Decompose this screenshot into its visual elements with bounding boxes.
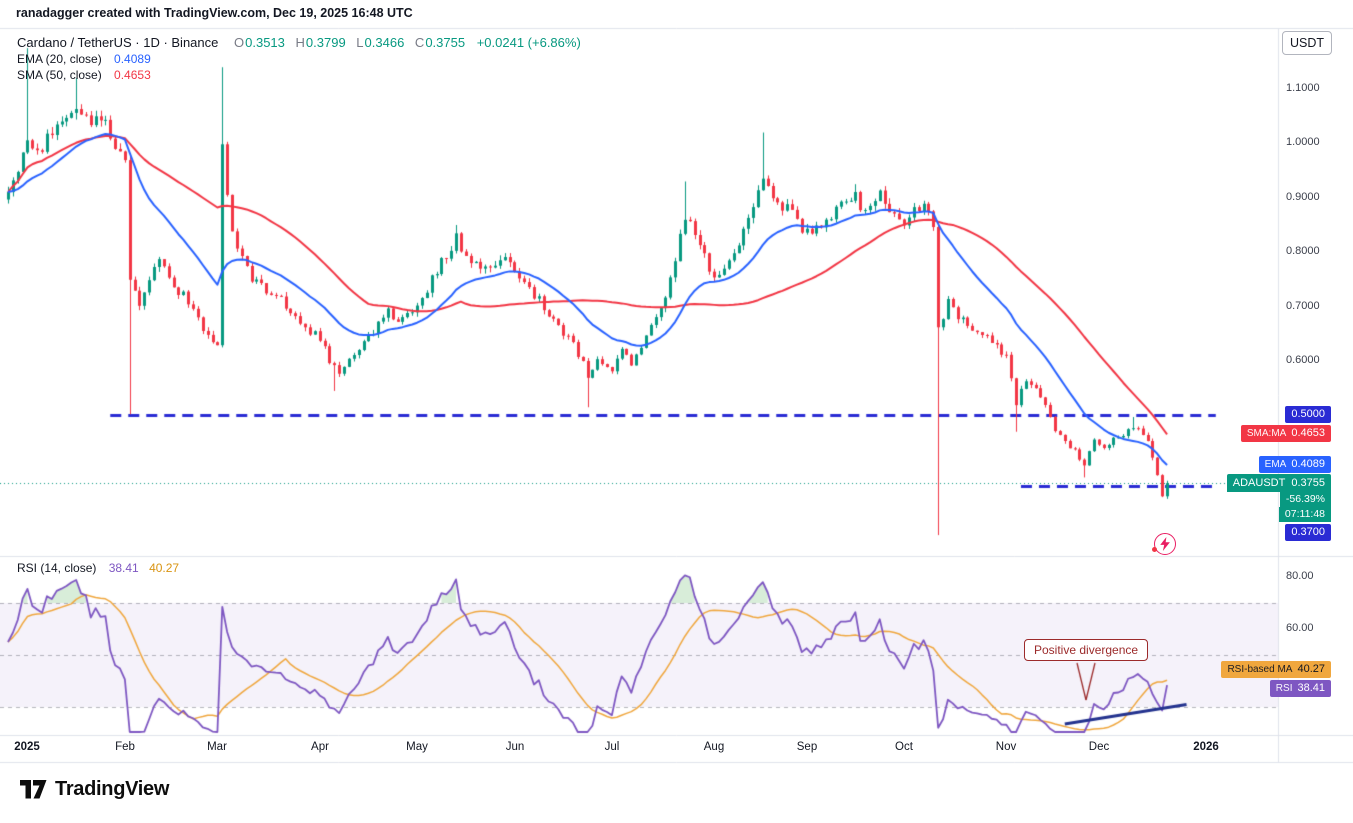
rsi-ma-legend-value: 40.27 xyxy=(149,561,180,575)
level-price-tag-0-5-value: 0.5000 xyxy=(1291,408,1325,420)
sma-price-tag-name: SMA:MA xyxy=(1246,428,1287,439)
rsi-ma-tag-name: RSI-based MA xyxy=(1227,664,1293,675)
rsi-tag-name: RSI xyxy=(1275,683,1293,694)
rsi-legend-row[interactable]: RSI (14, close) 38.41 40.27 xyxy=(17,561,179,575)
quick-alert-lightning-icon[interactable] xyxy=(1152,533,1176,555)
level-price-tag-0-37: 0.3700 xyxy=(1285,524,1331,541)
ohlc-close-value: 0.3755 xyxy=(425,35,466,50)
positive-divergence-callout[interactable]: Positive divergence xyxy=(1024,639,1149,661)
ohlc-close-label: C xyxy=(414,35,425,50)
ema-legend-row[interactable]: EMA (20, close) 0.4089 xyxy=(17,52,151,66)
ohlc-high-label: H xyxy=(295,35,305,50)
rsi-legend-label[interactable]: RSI (14, close) xyxy=(17,561,97,575)
time-tick-sep: Sep xyxy=(796,741,818,753)
symbol-title[interactable]: Cardano / TetherUS · 1D · Binance xyxy=(17,35,219,50)
sma-legend-label[interactable]: SMA (50, close) xyxy=(17,68,102,82)
ohlc-open-label: O xyxy=(234,35,245,50)
ema-legend-label[interactable]: EMA (20, close) xyxy=(17,52,102,66)
level-price-tag-0-37-value: 0.3700 xyxy=(1291,526,1325,538)
price-tick: 1.1000 xyxy=(1286,82,1320,94)
time-tick-jun: Jun xyxy=(505,741,525,753)
ohlc-open-value: 0.3513 xyxy=(245,35,285,50)
rsi-tick: 80.00 xyxy=(1286,570,1314,582)
rsi-legend-value: 38.41 xyxy=(108,561,139,575)
ohlc-low-value: 0.3466 xyxy=(364,35,405,50)
rsi-tick: 60.00 xyxy=(1286,622,1314,634)
time-tick-2025: 2025 xyxy=(14,741,40,753)
time-tick-nov: Nov xyxy=(995,741,1017,753)
lightning-bolt-icon xyxy=(1159,537,1170,551)
ema-price-tag-name: EMA xyxy=(1264,459,1287,470)
symbol-price-tag-value: 0.3755 xyxy=(1291,477,1325,489)
ohlc-high-value: 0.3799 xyxy=(305,35,346,50)
tradingview-logo-text: TradingView xyxy=(55,778,170,800)
time-tick-dec: Dec xyxy=(1088,741,1110,753)
rsi-ma-tag: RSI-based MA 40.27 xyxy=(1221,661,1331,678)
alert-dot xyxy=(1152,547,1157,552)
time-tick-mar: Mar xyxy=(207,741,227,753)
rsi-tag-value: 38.41 xyxy=(1297,682,1325,694)
time-tick-aug: Aug xyxy=(703,741,725,753)
ema-legend-value: 0.4089 xyxy=(114,52,151,66)
rsi-tag: RSI 38.41 xyxy=(1269,680,1331,697)
time-tick-may: May xyxy=(406,741,428,753)
ohlc-change: +0.0241 (+6.86%) xyxy=(476,35,581,50)
sma-price-tag: SMA:MA 0.4653 xyxy=(1240,425,1331,442)
time-tick-oct: Oct xyxy=(895,741,913,753)
tradingview-mark-icon xyxy=(20,780,47,799)
symbol-price-tag-name: ADAUSDT xyxy=(1232,477,1286,489)
price-tick: 1.0000 xyxy=(1286,136,1320,148)
tradingview-logo[interactable]: TradingView xyxy=(20,778,169,801)
price-tick: 0.8000 xyxy=(1286,245,1320,257)
level-price-tag-0-5: 0.5000 xyxy=(1285,406,1331,423)
price-tick: 0.6000 xyxy=(1286,354,1320,366)
symbol-legend-row[interactable]: Cardano / TetherUS · 1D · Binance O0.351… xyxy=(17,35,581,50)
ohlc-low-label: L xyxy=(356,35,364,50)
ema-price-tag-value: 0.4089 xyxy=(1291,458,1325,470)
ema-price-tag: EMA 0.4089 xyxy=(1258,456,1331,473)
time-tick-feb: Feb xyxy=(115,741,135,753)
sma-legend-value: 0.4653 xyxy=(114,68,151,82)
time-tick-jul: Jul xyxy=(604,741,620,753)
price-tick: 0.7000 xyxy=(1286,300,1320,312)
time-tick-apr: Apr xyxy=(311,741,329,753)
attribution-text: ranadagger created with TradingView.com,… xyxy=(16,6,413,20)
time-tick-2026: 2026 xyxy=(1193,741,1219,753)
bar-countdown-tag: 07:11:48 xyxy=(1278,507,1331,522)
sma-price-tag-value: 0.4653 xyxy=(1291,427,1325,439)
rsi-ma-tag-value: 40.27 xyxy=(1297,663,1325,675)
symbol-change-tag: -56.39% xyxy=(1279,492,1331,507)
symbol-price-tag-group: ADAUSDT 0.3755 -56.39% 07:11:48 xyxy=(1226,474,1331,522)
price-tick: 0.9000 xyxy=(1286,191,1320,203)
currency-toggle-button[interactable]: USDT xyxy=(1282,31,1332,55)
symbol-price-tag: ADAUSDT 0.3755 xyxy=(1226,474,1331,492)
sma-legend-row[interactable]: SMA (50, close) 0.4653 xyxy=(17,68,151,82)
